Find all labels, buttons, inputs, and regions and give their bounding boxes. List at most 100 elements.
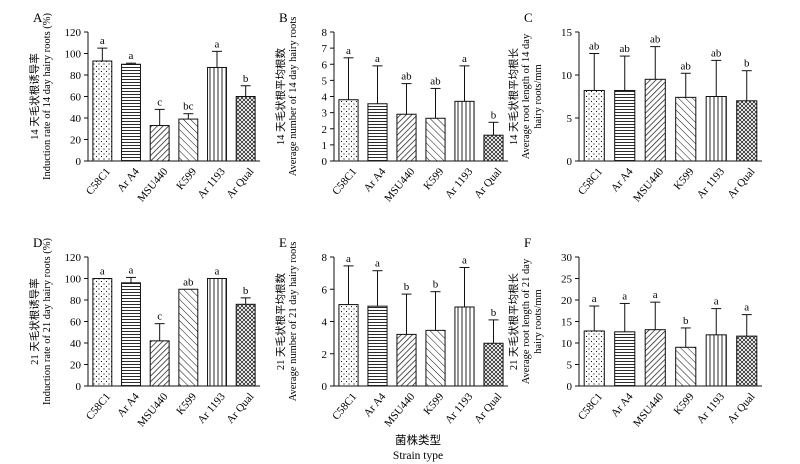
bar-k599 bbox=[178, 118, 199, 162]
y-tick-label: 7 bbox=[322, 43, 328, 55]
category-label: Ar 1193 bbox=[196, 390, 229, 426]
significance-letter: a bbox=[129, 264, 134, 276]
y-axis-label-zh: 14 天毛状根平均根数 bbox=[274, 47, 287, 145]
y-tick-label: 15 bbox=[561, 317, 573, 329]
category-label: Ar A4 bbox=[115, 165, 142, 194]
y-tick-label: 1 bbox=[322, 140, 328, 152]
y-tick-label: 120 bbox=[65, 252, 82, 264]
significance-letter: a bbox=[375, 258, 380, 270]
y-tick-label: 0 bbox=[76, 381, 82, 393]
y-tick-label: 8 bbox=[322, 27, 328, 39]
category-label: Ar Qual bbox=[472, 166, 504, 201]
y-tick-label: 0 bbox=[322, 156, 328, 168]
significance-letter: ab bbox=[589, 41, 600, 53]
category-label: K599 bbox=[174, 390, 199, 417]
bar-c58c1 bbox=[338, 99, 359, 162]
category-label: Ar A4 bbox=[609, 390, 636, 419]
y-tick-label: 20 bbox=[70, 360, 82, 372]
y-tick-label: 15 bbox=[561, 27, 573, 39]
y-tick-label: 60 bbox=[70, 317, 82, 329]
significance-letter: a bbox=[100, 266, 105, 278]
bar-ar-qual bbox=[483, 134, 504, 162]
panel-b: B 0 1 2 3 4 5 6 7 8 14 天毛状根平均根数 Average number of 1… bbox=[274, 10, 508, 204]
y-tick-label: 40 bbox=[70, 113, 82, 125]
category-label: MSU440 bbox=[631, 165, 666, 204]
significance-letter: a bbox=[346, 253, 351, 265]
y-tick-label: 2 bbox=[322, 349, 328, 361]
bar-ar-1193 bbox=[454, 306, 475, 387]
bar-ar-qual bbox=[736, 335, 758, 387]
bar-c58c1 bbox=[583, 89, 605, 162]
bar-ar-a4 bbox=[614, 331, 636, 387]
panel-e: E 0 2 4 6 8 21 天毛状根平均根数 Average number of 21 da… bbox=[274, 235, 508, 429]
y-axis-label-zh: 21 天毛状根诱导率 bbox=[28, 278, 41, 365]
y-axis-label-zh: 14 天毛状根诱导率 bbox=[28, 53, 41, 140]
category-label: MSU440 bbox=[135, 390, 170, 429]
significance-letter: ab bbox=[650, 34, 661, 46]
significance-letter: a bbox=[215, 38, 220, 50]
category-label: MSU440 bbox=[382, 165, 417, 204]
y-tick-label: 20 bbox=[561, 295, 573, 307]
y-tick-label: 5 bbox=[322, 75, 328, 87]
category-label: Ar A4 bbox=[115, 390, 142, 419]
category-label: Ar Qual bbox=[224, 166, 256, 201]
y-tick-label: 40 bbox=[70, 338, 82, 350]
significance-letter: a bbox=[375, 53, 380, 65]
bar-ar-1193 bbox=[454, 100, 475, 162]
category-label: C58C1 bbox=[84, 391, 113, 423]
y-tick-label: 6 bbox=[322, 284, 328, 296]
significance-letter: a bbox=[100, 35, 105, 47]
bar-k599 bbox=[425, 329, 446, 387]
category-label: Ar Qual bbox=[725, 166, 757, 201]
y-tick-label: 0 bbox=[76, 156, 82, 168]
y-tick-label: 0 bbox=[322, 381, 328, 393]
bar-k599 bbox=[675, 96, 697, 162]
category-label: Ar Qual bbox=[725, 391, 757, 426]
significance-letter: b bbox=[243, 285, 249, 297]
category-label: Ar Qual bbox=[472, 391, 504, 426]
y-tick-label: 2 bbox=[322, 124, 328, 136]
bar-ar-a4 bbox=[121, 282, 141, 387]
category-label: K599 bbox=[421, 165, 446, 192]
y-tick-label: 10 bbox=[561, 338, 573, 350]
y-tick-label: 80 bbox=[70, 70, 82, 82]
category-label: MSU440 bbox=[631, 390, 666, 429]
category-label: Ar 1193 bbox=[695, 390, 728, 426]
category-label: K599 bbox=[421, 390, 446, 417]
y-tick-label: 4 bbox=[322, 317, 328, 329]
bar-msu440 bbox=[149, 340, 170, 387]
significance-letter: c bbox=[157, 96, 162, 108]
category-label: MSU440 bbox=[135, 165, 170, 204]
panel-letter: A bbox=[33, 10, 43, 25]
bar-ar-a4 bbox=[614, 89, 636, 162]
bar-c58c1 bbox=[92, 60, 113, 162]
category-label: C58C1 bbox=[330, 166, 359, 198]
y-axis-label-en: Induction rate of 21 day hairy roots (%) bbox=[42, 237, 53, 405]
y-tick-label: 6 bbox=[322, 59, 328, 71]
bar-k599 bbox=[425, 117, 446, 162]
significance-letter: ab bbox=[711, 47, 722, 59]
category-label: C58C1 bbox=[576, 391, 605, 423]
significance-letter: a bbox=[714, 296, 719, 308]
bar-c58c1 bbox=[92, 278, 113, 387]
significance-letter: b bbox=[491, 109, 497, 121]
bar-ar-1193 bbox=[705, 334, 727, 387]
bar-ar-qual bbox=[483, 342, 504, 387]
significance-letter: a bbox=[462, 53, 467, 65]
bar-ar-1193 bbox=[207, 66, 227, 162]
category-label: Ar 1193 bbox=[443, 390, 476, 426]
significance-letter: b bbox=[491, 307, 497, 319]
bar-msu440 bbox=[396, 113, 417, 162]
bar-msu440 bbox=[396, 333, 417, 387]
panel-d: D 0 20 40 60 80 100 120 21 天毛状根诱导率 Induction rate… bbox=[28, 235, 260, 429]
y-axis-label-en: Average root length of 14 day bbox=[521, 33, 532, 159]
significance-letter: bc bbox=[183, 101, 194, 113]
category-label: Ar 1193 bbox=[695, 165, 728, 201]
panel-a: A 0 20 40 60 80 100 120 14 天毛状根诱导率 Induction rate… bbox=[28, 10, 260, 204]
category-label: Ar A4 bbox=[609, 165, 636, 194]
category-label: Ar A4 bbox=[362, 165, 389, 194]
panel-letter: C bbox=[524, 10, 533, 25]
y-tick-label: 120 bbox=[65, 27, 82, 39]
bar-ar-qual bbox=[736, 100, 758, 162]
